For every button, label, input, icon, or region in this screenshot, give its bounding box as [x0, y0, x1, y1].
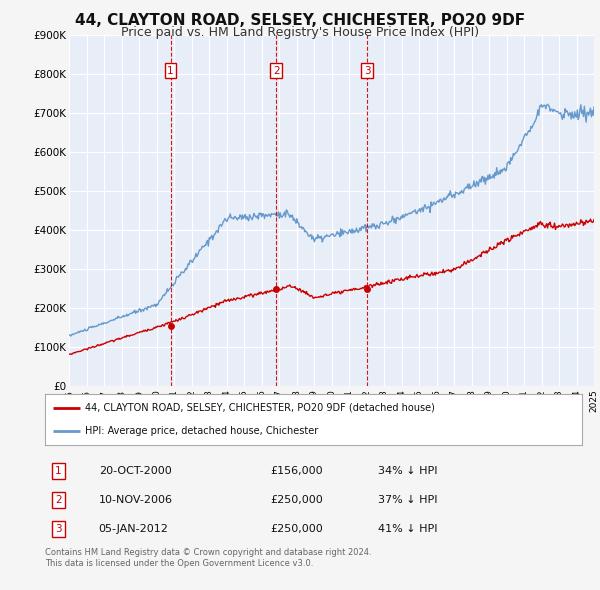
Text: 10-NOV-2006: 10-NOV-2006: [98, 495, 173, 505]
Text: 1: 1: [55, 466, 62, 476]
Text: 3: 3: [364, 65, 370, 76]
Text: 2: 2: [55, 495, 62, 505]
Text: Price paid vs. HM Land Registry's House Price Index (HPI): Price paid vs. HM Land Registry's House …: [121, 26, 479, 39]
Text: £156,000: £156,000: [271, 466, 323, 476]
Text: 1: 1: [167, 65, 174, 76]
Text: 41% ↓ HPI: 41% ↓ HPI: [378, 525, 437, 535]
Text: 2: 2: [273, 65, 280, 76]
Text: £250,000: £250,000: [271, 525, 323, 535]
Text: £250,000: £250,000: [271, 495, 323, 505]
Text: 37% ↓ HPI: 37% ↓ HPI: [378, 495, 437, 505]
Text: Contains HM Land Registry data © Crown copyright and database right 2024.: Contains HM Land Registry data © Crown c…: [45, 548, 371, 556]
Text: 3: 3: [55, 525, 62, 535]
Text: 34% ↓ HPI: 34% ↓ HPI: [378, 466, 437, 476]
Text: 05-JAN-2012: 05-JAN-2012: [98, 525, 169, 535]
Text: This data is licensed under the Open Government Licence v3.0.: This data is licensed under the Open Gov…: [45, 559, 313, 568]
Text: 44, CLAYTON ROAD, SELSEY, CHICHESTER, PO20 9DF: 44, CLAYTON ROAD, SELSEY, CHICHESTER, PO…: [75, 13, 525, 28]
Text: 20-OCT-2000: 20-OCT-2000: [98, 466, 172, 476]
Text: 44, CLAYTON ROAD, SELSEY, CHICHESTER, PO20 9DF (detached house): 44, CLAYTON ROAD, SELSEY, CHICHESTER, PO…: [85, 402, 435, 412]
Text: HPI: Average price, detached house, Chichester: HPI: Average price, detached house, Chic…: [85, 427, 319, 437]
